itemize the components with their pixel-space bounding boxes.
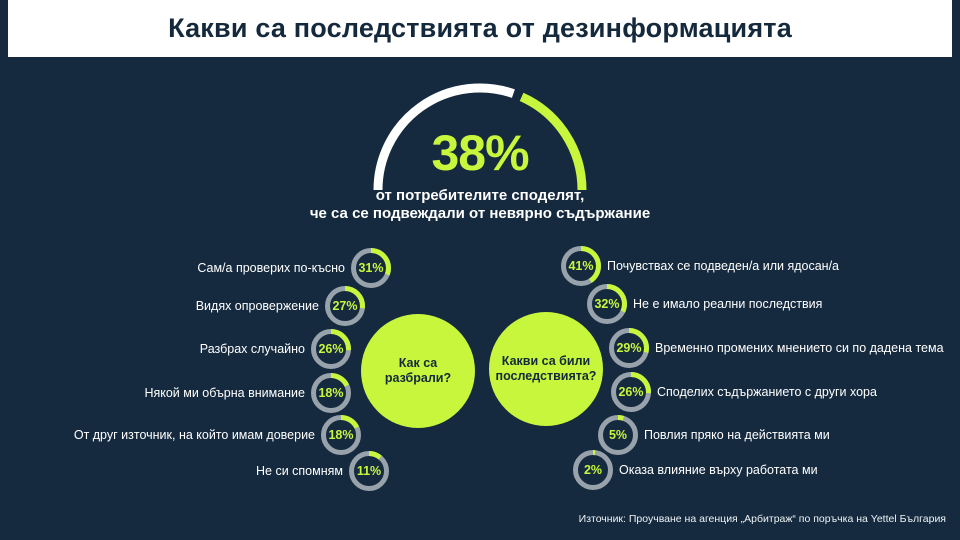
donut-bubble-value: 31%: [358, 261, 384, 275]
source-note: Източник: Проучване на агенция „Арбитраж…: [578, 513, 946, 525]
donut-ring: [573, 450, 613, 490]
gauge-value: 38%: [431, 125, 529, 181]
bubble-label: Временно промених мнението си по дадена …: [655, 341, 944, 355]
gauge-subtitle: от потребителите споделят, че са се подв…: [180, 187, 780, 222]
donut-bubble-value: 26%: [618, 385, 644, 399]
donut-ring: [325, 286, 365, 326]
donut-bubble-value: 11%: [356, 464, 382, 478]
question-circle-label: Какви са били последствията?: [495, 354, 597, 383]
question-circle-label: Как са разбрали?: [384, 356, 452, 385]
bubble-label: От друг източник, на който имам доверие: [73, 428, 315, 442]
donut-bubble-value: 32%: [594, 297, 620, 311]
donut-ring: [349, 451, 389, 491]
donut-bubble: 26%: [609, 370, 653, 414]
donut-bubble: 29%: [607, 326, 651, 370]
donut-ring: [587, 284, 627, 324]
donut-bubble-value: 18%: [328, 428, 354, 442]
question-circle-2: Какви са били последствията?: [489, 312, 603, 426]
question-circle-1: Как са разбрали?: [361, 314, 475, 428]
donut-bubble: 26%: [309, 327, 353, 371]
bubble-label: Оказа влияние върху работата ми: [619, 463, 818, 477]
header: Какви са последствията от дезинформацият…: [8, 0, 952, 57]
page-title: Какви са последствията от дезинформацият…: [168, 13, 792, 43]
donut-bubble: 18%: [319, 413, 363, 457]
donut-bubble: 5%: [596, 413, 640, 457]
donut-ring: [311, 329, 351, 369]
gauge-arc-value: [519, 92, 587, 191]
bubble-label: Някой ми обърна внимание: [144, 386, 305, 400]
donut-ring: [609, 328, 649, 368]
bubble-label: Не е имало реални последствия: [633, 297, 823, 311]
bubble-label: Споделих съдържанието с други хора: [657, 385, 877, 399]
donut-ring: [351, 248, 391, 288]
donut-ring: [561, 246, 601, 286]
donut-bubble-value: 29%: [616, 341, 642, 355]
donut-bubble: 41%: [559, 244, 603, 288]
bubble-label: Сам/а проверих по-късно: [197, 261, 345, 275]
bubble-label: Видях опровержение: [195, 299, 319, 313]
donut-ring: [598, 415, 638, 455]
bubble-label: Разбрах случайно: [199, 342, 305, 356]
gauge-arc-remainder: [373, 83, 515, 191]
bubble-label: Повлия пряко на действията ми: [644, 428, 830, 442]
donut-bubble-value: 18%: [318, 386, 344, 400]
bubble-label: Почувствах се подведен/а или ядосан/а: [607, 259, 839, 273]
donut-bubble: 18%: [309, 371, 353, 415]
donut-bubble: 11%: [347, 449, 391, 493]
donut-bubble-value: 2%: [583, 463, 603, 477]
donut-bubble-value: 26%: [318, 342, 344, 356]
gauge-subtitle-line1: от потребителите споделят,: [375, 187, 585, 204]
donut-ring: [321, 415, 361, 455]
donut-bubble: 32%: [585, 282, 629, 326]
donut-bubble: 2%: [571, 448, 615, 492]
donut-bubble: 31%: [349, 246, 393, 290]
donut-ring: [311, 373, 351, 413]
donut-ring: [611, 372, 651, 412]
bubble-label: Не си спомням: [256, 464, 343, 478]
donut-bubble-value: 41%: [568, 259, 594, 273]
donut-bubble: 27%: [323, 284, 367, 328]
gauge-subtitle-line2: че са се подвеждали от невярно съдържани…: [309, 204, 651, 222]
donut-bubble-value: 27%: [332, 299, 358, 313]
donut-bubble-value: 5%: [608, 428, 628, 442]
